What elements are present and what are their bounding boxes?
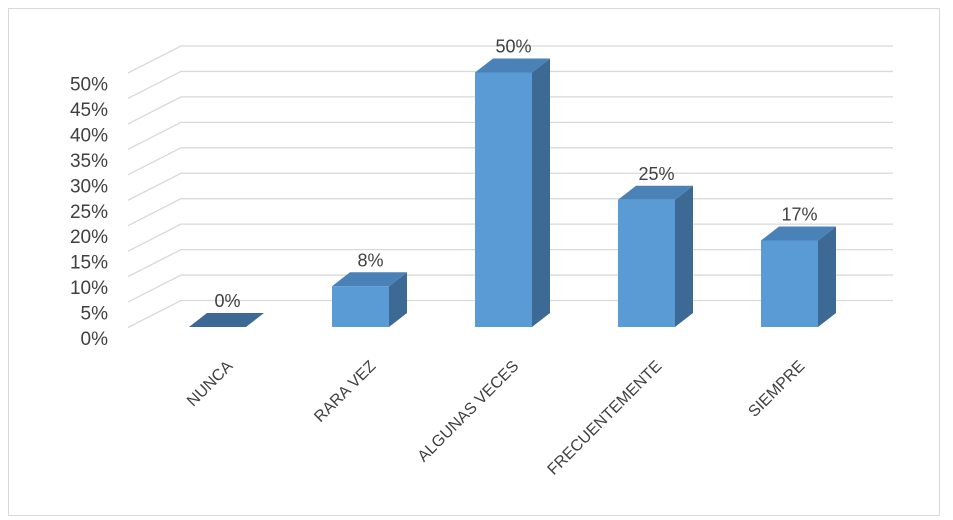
bars <box>189 58 836 327</box>
x-category-label: ALGUNAS VECES <box>415 358 523 466</box>
bar <box>189 313 264 327</box>
gridline <box>127 70 893 100</box>
y-tick-label: 30% <box>70 176 108 197</box>
y-tick-label: 0% <box>81 329 109 350</box>
y-tick-label: 20% <box>70 227 108 248</box>
data-label: 0% <box>214 291 240 311</box>
y-tick-label: 25% <box>70 202 108 223</box>
y-tick-label: 45% <box>70 100 108 121</box>
data-label: 8% <box>357 250 383 270</box>
bar-side <box>818 226 836 327</box>
bar-side <box>532 58 550 327</box>
bar-top <box>189 313 264 327</box>
data-label: 50% <box>495 37 531 57</box>
bar-top <box>761 226 836 241</box>
x-category-label: NUNCA <box>184 358 236 410</box>
bar-side <box>389 272 407 327</box>
x-axis-categories: NUNCA RARA VEZ ALGUNAS VECES FRECUENTEMENTE… <box>184 358 808 479</box>
gridline <box>127 121 893 150</box>
bar-front <box>761 240 818 327</box>
y-tick-label: 35% <box>70 151 108 172</box>
bar-top <box>475 58 550 73</box>
x-category-label: RARA VEZ <box>311 358 379 426</box>
bar <box>332 272 407 327</box>
y-tick-label: 40% <box>70 125 108 146</box>
data-label: 17% <box>781 204 817 224</box>
bar-top <box>618 185 693 200</box>
y-tick-label: 5% <box>81 304 109 325</box>
bar-front <box>332 286 389 327</box>
gridline <box>127 147 893 176</box>
x-category-label: SIEMPRE <box>745 358 808 421</box>
bar <box>618 185 693 327</box>
gridline <box>127 96 893 125</box>
y-tick-label: 15% <box>70 253 108 274</box>
x-category-label: FRECUENTEMENTE <box>545 358 666 479</box>
bar <box>475 58 550 327</box>
data-labels: 0% 8% 50% 25% 17% <box>214 37 817 312</box>
y-axis-ticks: 0% 5% 10% 15% 20% 25% 30% 35% 40% 45% 50% <box>70 75 108 351</box>
gridline <box>127 172 893 201</box>
bar-top <box>332 272 407 287</box>
gridline <box>127 45 893 74</box>
y-tick-label: 50% <box>70 75 108 96</box>
bar-front <box>618 199 675 327</box>
bar-front <box>475 72 532 327</box>
bar-side <box>675 185 693 327</box>
bar <box>761 226 836 327</box>
y-tick-label: 10% <box>70 278 108 299</box>
data-label: 25% <box>638 164 674 184</box>
